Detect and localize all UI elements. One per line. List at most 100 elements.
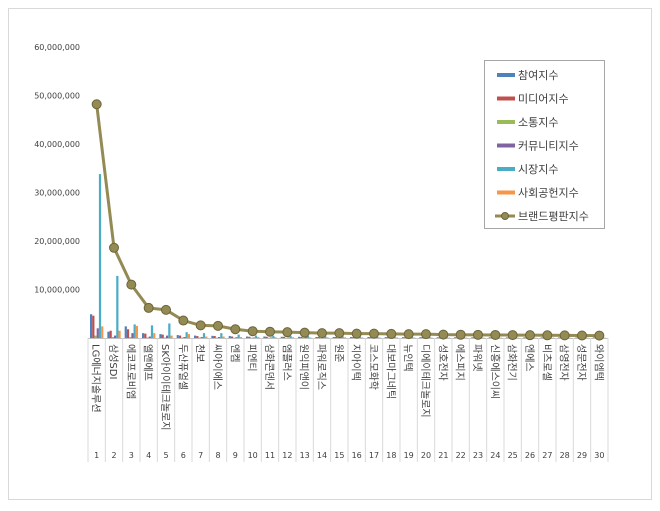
line-marker bbox=[491, 330, 500, 339]
bar bbox=[153, 333, 155, 338]
bar bbox=[125, 326, 127, 338]
bar bbox=[166, 336, 168, 338]
bar bbox=[272, 336, 274, 338]
legend-label: 사회공헌지수 bbox=[518, 187, 579, 200]
bar bbox=[194, 336, 196, 338]
rank-label: 7 bbox=[198, 451, 203, 460]
line-marker bbox=[335, 329, 344, 338]
bar bbox=[575, 337, 577, 338]
line-marker bbox=[92, 100, 101, 109]
rank-label: 11 bbox=[265, 451, 275, 460]
line-marker bbox=[248, 327, 257, 336]
line-marker bbox=[127, 280, 136, 289]
bar bbox=[593, 337, 595, 338]
legend-label: 시장지수 bbox=[518, 163, 558, 176]
legend-swatch bbox=[497, 120, 515, 124]
bar bbox=[203, 333, 205, 338]
x-tick-label: 성문전자 bbox=[575, 344, 587, 381]
bar bbox=[231, 337, 233, 338]
bar bbox=[149, 337, 151, 338]
x-tick-label: 삼화전기 bbox=[506, 344, 518, 381]
bar bbox=[292, 337, 294, 338]
line-marker bbox=[370, 329, 379, 338]
bar bbox=[97, 328, 99, 338]
rank-label: 19 bbox=[404, 451, 414, 460]
bar bbox=[162, 335, 164, 338]
bar bbox=[183, 337, 185, 338]
bar bbox=[114, 336, 116, 338]
line-marker bbox=[456, 330, 465, 339]
x-tick-label: LG에너지솔루션 bbox=[90, 344, 102, 413]
line-marker bbox=[352, 329, 361, 338]
bar bbox=[326, 337, 328, 338]
rank-label: 1 bbox=[94, 451, 99, 460]
bar bbox=[151, 325, 153, 338]
bar bbox=[263, 337, 265, 338]
line-marker bbox=[404, 330, 413, 339]
y-tick-label: 50,000,000 bbox=[34, 92, 80, 101]
bar bbox=[298, 337, 300, 338]
bar bbox=[471, 337, 473, 338]
bar bbox=[333, 337, 335, 338]
rank-label: 21 bbox=[438, 451, 448, 460]
bar bbox=[179, 336, 181, 338]
line-marker bbox=[110, 243, 119, 252]
rank-label: 18 bbox=[386, 451, 396, 460]
bar bbox=[107, 332, 109, 338]
legend-label: 브랜드평판지수 bbox=[518, 210, 589, 223]
rank-label: 12 bbox=[282, 451, 292, 460]
legend-swatch bbox=[497, 167, 515, 171]
rank-label: 16 bbox=[352, 451, 362, 460]
rank-label: 14 bbox=[317, 451, 327, 460]
line-marker bbox=[508, 331, 517, 340]
x-tick-label: 코스모화학 bbox=[367, 344, 379, 390]
bar bbox=[196, 336, 198, 338]
x-tick-label: 삼성SDI bbox=[107, 344, 119, 379]
x-tick-label: 디에이테크놀로지 bbox=[419, 344, 431, 418]
bar bbox=[309, 337, 311, 338]
legend-swatch bbox=[497, 73, 515, 77]
x-tick-label: 파워로직스 bbox=[315, 344, 328, 390]
legend-label: 미디어지수 bbox=[518, 93, 569, 106]
x-tick-label: 신흥에스이씨 bbox=[488, 344, 501, 399]
bar bbox=[419, 337, 421, 338]
bar bbox=[110, 331, 112, 338]
bar bbox=[92, 316, 94, 338]
bar bbox=[274, 337, 276, 338]
rank-label: 2 bbox=[111, 451, 116, 460]
x-tick-label: 피엔티 bbox=[246, 344, 258, 372]
x-tick-label: 비츠로셀 bbox=[540, 344, 552, 381]
bar bbox=[350, 337, 352, 338]
legend-swatch bbox=[497, 97, 515, 101]
bar bbox=[220, 333, 222, 338]
bar bbox=[211, 336, 213, 338]
bar bbox=[131, 333, 133, 338]
line-marker bbox=[543, 331, 552, 340]
legend-swatch bbox=[497, 144, 515, 148]
line-marker bbox=[214, 321, 223, 330]
x-tick-label: 뉴인텍 bbox=[402, 344, 414, 372]
bar bbox=[240, 337, 242, 338]
rank-label: 23 bbox=[473, 451, 483, 460]
rank-label: 6 bbox=[181, 451, 186, 460]
legend-swatch bbox=[497, 191, 515, 195]
line-marker bbox=[595, 331, 604, 340]
bar bbox=[90, 314, 92, 338]
bar bbox=[454, 337, 456, 338]
line-marker bbox=[179, 316, 188, 325]
rank-label: 10 bbox=[248, 451, 258, 460]
x-tick-label: 두산퓨얼셀 bbox=[176, 344, 188, 390]
bar bbox=[489, 337, 491, 338]
bar bbox=[300, 337, 302, 338]
bar bbox=[523, 337, 525, 338]
bar bbox=[177, 335, 179, 338]
x-tick-label: 에스피지 bbox=[454, 344, 466, 381]
x-tick-label: 지아이텍 bbox=[350, 344, 362, 381]
x-tick-label: SK아이이테크놀로지 bbox=[159, 344, 171, 431]
line-marker bbox=[196, 321, 205, 330]
bar bbox=[112, 337, 114, 338]
bar bbox=[99, 174, 101, 338]
legend-label: 커뮤니티지수 bbox=[518, 140, 579, 153]
x-tick-label: 원익피앤이 bbox=[298, 344, 310, 390]
